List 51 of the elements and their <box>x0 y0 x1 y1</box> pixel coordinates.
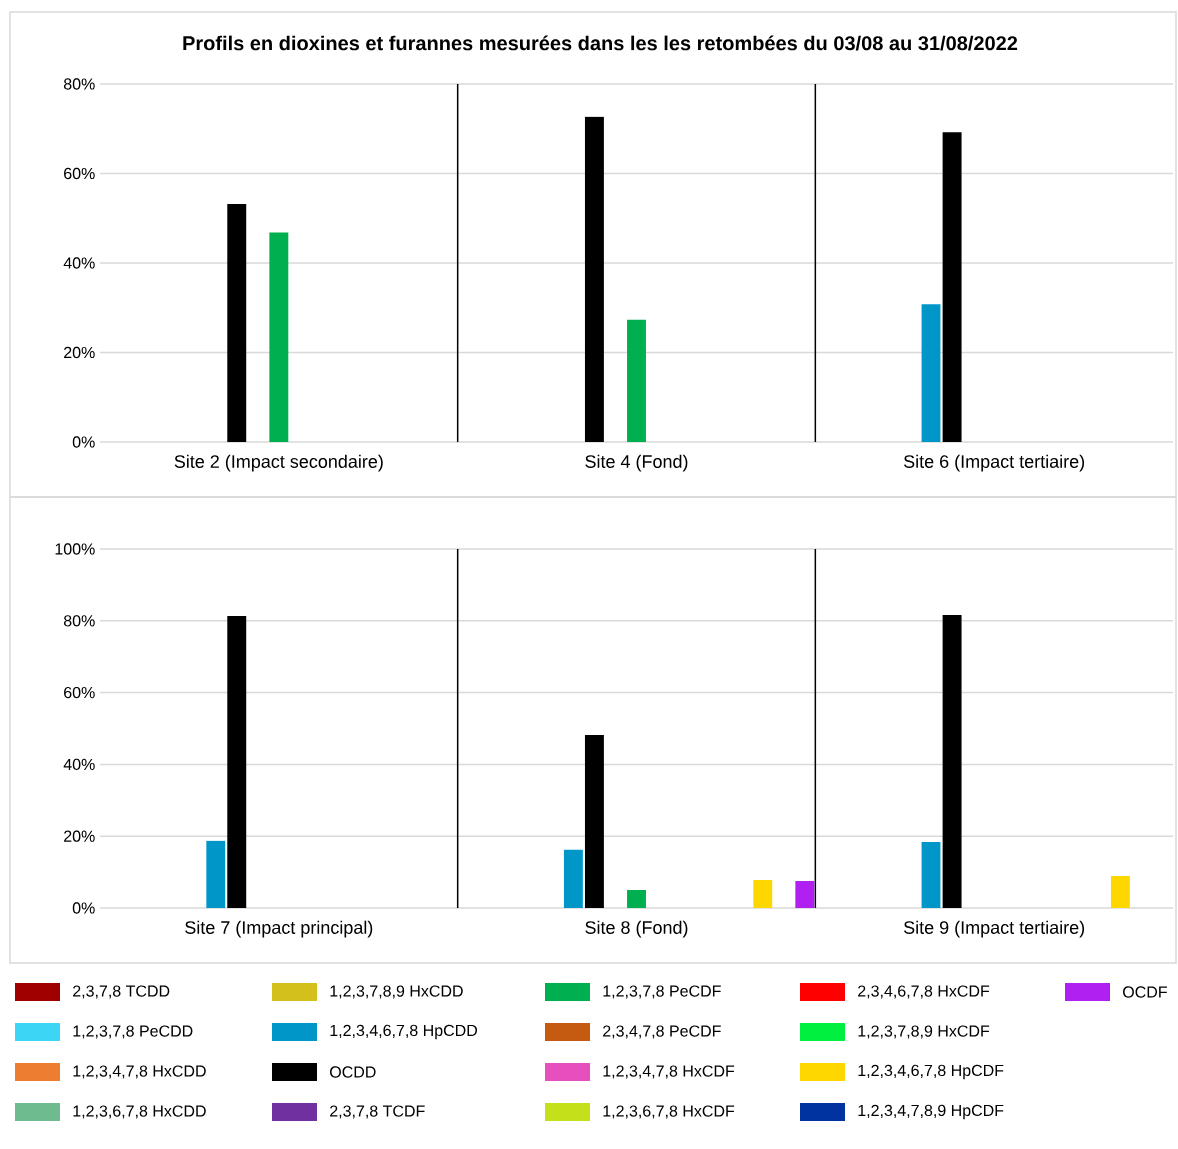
legend-label: 2,3,4,6,7,8 HxCDF <box>858 985 990 999</box>
x-tick-label: Site 4 (Fond) <box>585 454 688 472</box>
y-tick-label: 0% <box>72 436 95 448</box>
legend-label: 1,2,3,7,8,9 HxCDF <box>858 1025 990 1039</box>
bar <box>227 616 247 908</box>
legend-label: OCDF <box>1123 986 1167 998</box>
bar <box>627 890 646 908</box>
y-tick-label: 100% <box>55 543 95 555</box>
legend-label: 2,3,7,8 TCDD <box>73 985 170 999</box>
bar <box>795 881 815 908</box>
legend-label: 1,2,3,6,7,8 HxCDD <box>73 1105 206 1119</box>
y-tick-label: 60% <box>64 167 95 180</box>
bar <box>584 116 604 442</box>
legend-label: 2,3,7,8 TCDF <box>330 1105 425 1119</box>
legend-label: 1,2,3,7,8,9 HxCDD <box>330 985 463 999</box>
bar <box>921 841 941 908</box>
legend-label: 1,2,3,4,6,7,8 HpCDD <box>330 1024 478 1040</box>
y-tick-label: 40% <box>63 758 95 771</box>
y-tick-label: 80% <box>63 78 95 90</box>
legend-label: 1,2,3,7,8 PeCDF <box>603 985 721 999</box>
bar <box>627 319 646 442</box>
bar <box>942 615 962 908</box>
legend-label: 1,2,3,4,7,8 HxCDF <box>603 1065 735 1079</box>
legend-label: 1,2,3,4,7,8 HxCDD <box>73 1065 206 1079</box>
bar <box>942 132 962 442</box>
bar <box>584 734 604 908</box>
bar <box>206 840 226 908</box>
y-tick-label: 0% <box>72 902 95 914</box>
bar <box>227 203 247 442</box>
legend-label: 1,2,3,4,7,8,9 HpCDF <box>858 1104 1004 1120</box>
y-tick-label: 60% <box>64 686 95 699</box>
bar <box>921 304 941 442</box>
legend-label: 1,2,3,7,8 PeCDD <box>73 1025 193 1039</box>
y-tick-label: 20% <box>64 830 95 842</box>
x-tick-label: Site 2 (Impact secondaire) <box>174 454 383 472</box>
bar <box>753 879 773 908</box>
legend-label: OCDD <box>330 1066 376 1078</box>
chart-title: Profils en dioxines et furannes mesurées dans les les retombées du 03/08 au 31/08/2022 <box>183 35 1018 51</box>
x-tick-label: Site 7 (Impact principal) <box>185 920 373 938</box>
legend-label: 1,2,3,6,7,8 HxCDF <box>603 1105 735 1119</box>
y-tick-label: 80% <box>63 615 95 627</box>
x-tick-label: Site 9 (Impact tertiaire) <box>903 920 1085 938</box>
y-tick-label: 40% <box>63 257 95 269</box>
bar <box>563 849 583 908</box>
bar <box>1110 876 1130 908</box>
x-tick-label: Site 6 (Impact tertiaire) <box>903 454 1085 472</box>
legend-label: 1,2,3,4,6,7,8 HpCDF <box>858 1064 1004 1080</box>
y-tick-label: 20% <box>64 346 95 359</box>
bar <box>269 232 289 442</box>
x-tick-label: Site 8 (Fond) <box>585 920 688 938</box>
legend-label: 2,3,4,7,8 PeCDF <box>603 1025 721 1039</box>
